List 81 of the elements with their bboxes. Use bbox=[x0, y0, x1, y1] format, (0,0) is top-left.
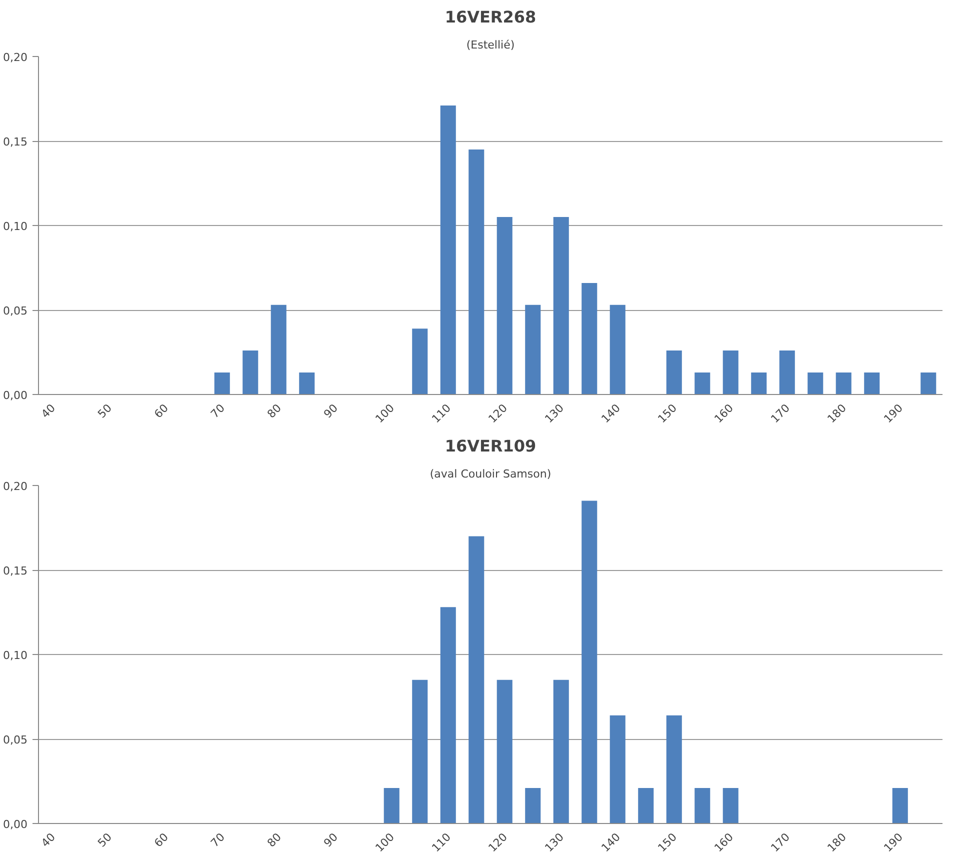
bar bbox=[666, 350, 682, 394]
x-tick-label: 100 bbox=[372, 830, 397, 855]
x-tick-label: 90 bbox=[321, 830, 340, 850]
x-tick-label: 70 bbox=[208, 830, 228, 850]
y-tick-label: 0,00 bbox=[3, 818, 28, 831]
bar bbox=[808, 372, 824, 394]
bar bbox=[864, 372, 880, 394]
bar bbox=[468, 149, 484, 394]
x-tick-label: 110 bbox=[429, 402, 454, 426]
bar bbox=[553, 680, 569, 824]
bar bbox=[610, 715, 626, 824]
bar bbox=[412, 680, 428, 824]
bar bbox=[610, 304, 626, 394]
x-tick-label: 120 bbox=[486, 830, 510, 855]
x-tick-label: 40 bbox=[38, 830, 58, 850]
x-tick-label: 50 bbox=[95, 402, 114, 421]
chart-subtitle: (aval Couloir Samson) bbox=[430, 468, 552, 480]
x-tick-label: 190 bbox=[881, 402, 906, 426]
bar bbox=[299, 372, 315, 394]
bar bbox=[920, 372, 936, 394]
bar bbox=[214, 372, 230, 394]
y-tick-label: 0,20 bbox=[3, 480, 28, 493]
bar bbox=[440, 607, 456, 824]
bar bbox=[553, 217, 569, 394]
bar bbox=[582, 282, 598, 394]
bar bbox=[496, 680, 512, 824]
x-tick-label: 120 bbox=[486, 402, 510, 426]
bar bbox=[440, 106, 456, 394]
y-tick-label: 0,05 bbox=[3, 734, 28, 746]
bar bbox=[666, 715, 682, 824]
chart-title: 16VER268 bbox=[444, 8, 536, 26]
bar bbox=[582, 500, 598, 824]
y-tick-label: 0,20 bbox=[3, 51, 28, 64]
x-tick-label: 60 bbox=[152, 402, 171, 421]
y-tick-label: 0,10 bbox=[3, 220, 28, 233]
bar bbox=[694, 788, 710, 824]
x-tick-label: 150 bbox=[655, 830, 680, 855]
x-tick-label: 90 bbox=[321, 402, 340, 421]
bar bbox=[836, 372, 852, 394]
x-tick-label: 160 bbox=[712, 402, 736, 426]
x-tick-label: 110 bbox=[429, 830, 454, 855]
y-tick-label: 0,00 bbox=[3, 389, 28, 402]
x-tick-label: 160 bbox=[712, 830, 736, 855]
bar bbox=[638, 788, 654, 824]
bar bbox=[751, 372, 767, 394]
bar bbox=[468, 536, 484, 824]
bar bbox=[694, 372, 710, 394]
bar bbox=[722, 350, 738, 394]
x-tick-label: 40 bbox=[38, 402, 58, 421]
bar bbox=[892, 788, 908, 824]
bar bbox=[722, 788, 738, 824]
x-tick-label: 80 bbox=[264, 402, 284, 421]
y-tick-label: 0,15 bbox=[3, 564, 28, 578]
x-tick-label: 180 bbox=[824, 830, 849, 855]
bar bbox=[525, 788, 541, 824]
bar bbox=[270, 304, 286, 394]
x-tick-label: 170 bbox=[768, 830, 792, 855]
y-tick-label: 0,15 bbox=[3, 136, 28, 148]
bar bbox=[242, 350, 258, 394]
x-tick-label: 150 bbox=[655, 402, 680, 426]
x-tick-label: 140 bbox=[598, 830, 623, 855]
chart-subtitle: (Estellié) bbox=[466, 38, 515, 52]
x-tick-label: 130 bbox=[542, 830, 566, 855]
x-tick-label: 80 bbox=[264, 830, 284, 850]
y-tick-label: 0,05 bbox=[3, 304, 28, 318]
bar bbox=[384, 788, 400, 824]
x-tick-label: 60 bbox=[152, 830, 171, 850]
x-tick-label: 50 bbox=[95, 830, 114, 850]
x-tick-label: 170 bbox=[768, 402, 792, 426]
bar bbox=[412, 328, 428, 394]
bar bbox=[496, 217, 512, 394]
x-tick-label: 180 bbox=[824, 402, 849, 426]
x-tick-label: 70 bbox=[208, 402, 228, 421]
x-tick-label: 130 bbox=[542, 402, 566, 426]
chart-title: 16VER109 bbox=[444, 436, 536, 456]
x-tick-label: 100 bbox=[372, 402, 397, 426]
y-tick-label: 0,10 bbox=[3, 649, 28, 662]
bar bbox=[525, 304, 541, 394]
bar bbox=[779, 350, 795, 394]
x-tick-label: 140 bbox=[598, 402, 623, 426]
x-tick-label: 190 bbox=[881, 830, 906, 855]
